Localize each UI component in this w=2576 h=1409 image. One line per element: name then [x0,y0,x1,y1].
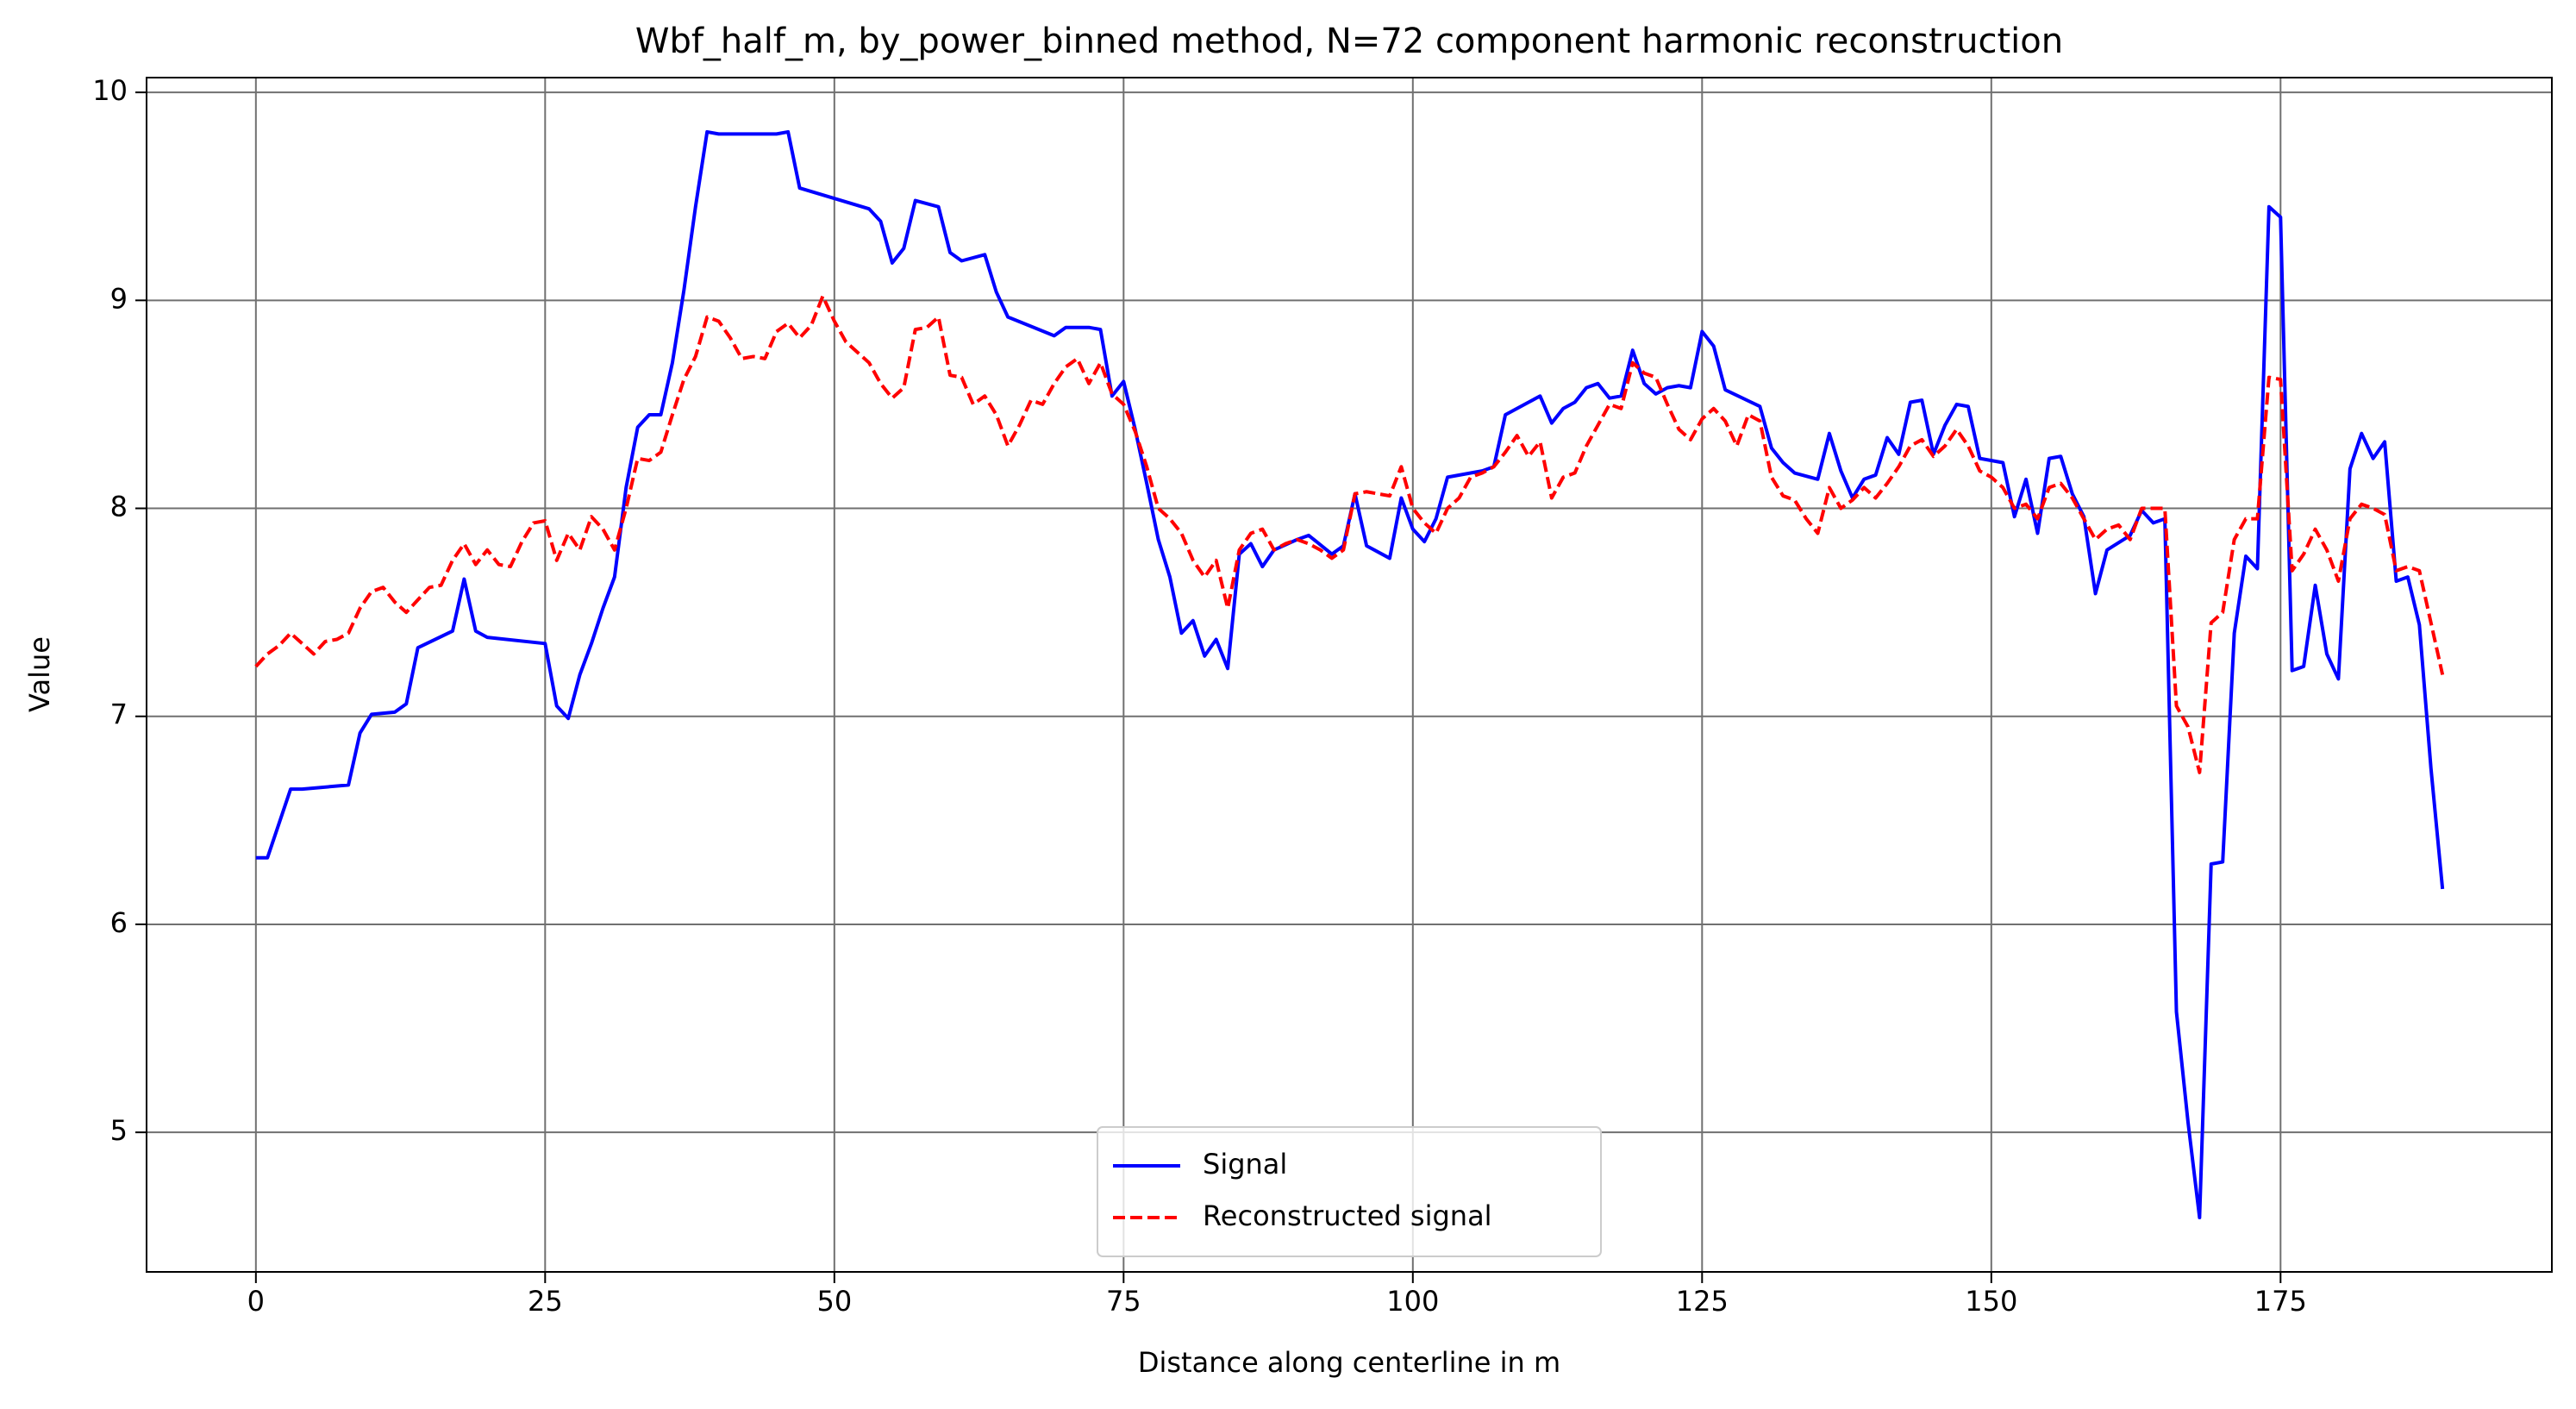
x-axis-label: Distance along centerline in m [1138,1346,1560,1379]
x-tick-label: 25 [528,1285,563,1318]
x-tick-label: 125 [1676,1285,1729,1318]
legend-label: Signal [1203,1148,1287,1180]
y-tick-label: 8 [110,491,128,523]
x-tick-label: 100 [1386,1285,1439,1318]
x-tick-label: 50 [816,1285,852,1318]
y-tick-label: 10 [92,74,128,107]
y-tick-label: 6 [110,906,128,939]
data-line [254,294,2445,774]
data-line [255,129,2445,1220]
legend: Signal Reconstructed signal [1097,1126,1602,1257]
legend-label: Reconstructed signal [1203,1199,1492,1232]
x-tick-label: 0 [247,1285,265,1318]
chart-title: Wbf_half_m, by_power_binned method, N=72… [635,22,2063,61]
y-tick-label: 7 [110,698,128,731]
x-tick-label: 150 [1965,1285,2017,1318]
legend-box [1097,1126,1602,1257]
y-axis-label: Value [23,636,56,712]
plot-frame [146,77,2553,1273]
x-tick-label: 175 [2254,1285,2307,1318]
y-tick-label: 5 [110,1114,128,1147]
x-tick-label: 75 [1106,1285,1141,1318]
y-tick-label: 9 [110,282,128,315]
